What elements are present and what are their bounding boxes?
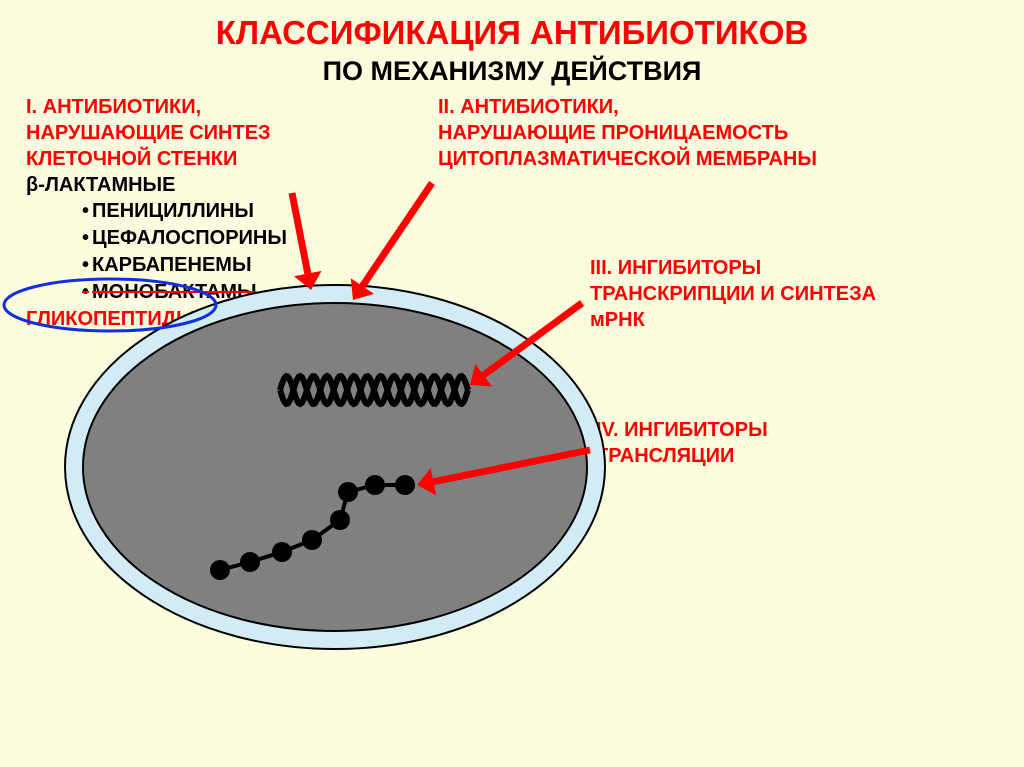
ribosome-bead-7 [395, 475, 415, 495]
ribosome-bead-5 [338, 482, 358, 502]
ribosome-bead-2 [272, 542, 292, 562]
ribosome-bead-4 [330, 510, 350, 530]
highlight-ellipse [4, 279, 216, 331]
ribosome-bead-3 [302, 530, 322, 550]
slide-root: КЛАССИФИКАЦИЯ АНТИБИОТИКОВ ПО МЕХАНИЗМУ … [0, 0, 1024, 767]
ribosome-bead-6 [365, 475, 385, 495]
arrow-group2-shaft [362, 183, 432, 286]
diagram-svg [0, 0, 1024, 767]
ribosome-bead-0 [210, 560, 230, 580]
ribosome-bead-1 [240, 552, 260, 572]
arrow-group1-shaft [292, 193, 308, 274]
